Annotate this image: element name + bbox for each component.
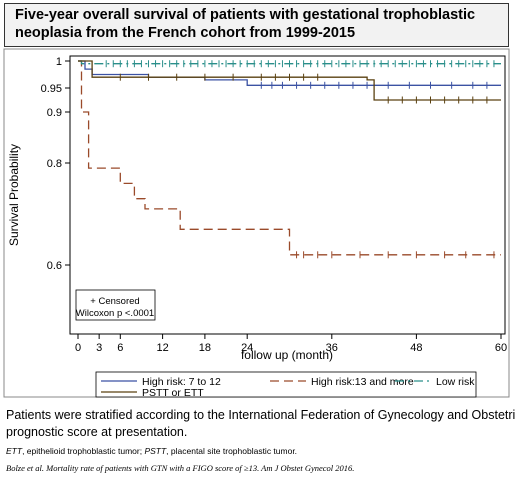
- y-tick-label: 0.9: [47, 107, 62, 119]
- legend-item: PSTT or ETT: [101, 387, 204, 399]
- legend-items: High risk: 7 to 12 High risk:13 and more L…: [101, 376, 475, 399]
- title-box: Five-year overall survival of patients w…: [4, 3, 509, 47]
- caption-line-2: prognostic score at presentation.: [6, 425, 188, 439]
- legend-label: PSTT or ETT: [142, 387, 204, 399]
- legend-item: High risk: 7 to 12: [101, 376, 221, 388]
- reference-line: Bolze et al. Mortality rate of patients …: [6, 463, 355, 473]
- plot-area: [69, 55, 506, 335]
- abbrev-ett-definition: , epithelioid trophoblastic tumor;: [22, 446, 145, 456]
- inset-wilcoxon-label: Wilcoxon p <.0001: [76, 308, 154, 319]
- series-group: [78, 60, 501, 259]
- x-tick-label: 48: [410, 342, 422, 354]
- x-axis: 0 3 6 12 18 24 36 48 60: [75, 334, 507, 354]
- legend-label: High risk:13 and more: [311, 376, 414, 388]
- chart-title-line-1: Five-year overall survival of patients w…: [15, 7, 476, 23]
- x-tick-label: 36: [326, 342, 338, 354]
- legend-label: Low risk: [436, 376, 475, 388]
- legend-item: Low risk: [395, 376, 475, 388]
- legend-frame: [95, 371, 477, 398]
- abbrev-ett: ETT: [6, 446, 23, 456]
- y-axis: 0.6 0.8 0.9 0.95 1: [41, 56, 70, 272]
- y-tick-label: 1: [56, 56, 62, 68]
- series-group: [78, 60, 501, 104]
- inset-box: + Censored Wilcoxon p <.0001: [75, 289, 156, 321]
- x-tick-label: 24: [241, 342, 253, 354]
- inset-censored-label: + Censored: [90, 296, 139, 307]
- y-tick-label: 0.8: [47, 158, 62, 170]
- abbrev-pstt: PSTT: [144, 446, 167, 456]
- caption-line-1: Patients were stratified according to th…: [6, 408, 515, 422]
- series-layer: [78, 60, 501, 259]
- abbreviations: ETT, epithelioid trophoblastic tumor; PS…: [6, 446, 297, 456]
- legend-label: High risk: 7 to 12: [142, 376, 221, 388]
- inset-frame: [75, 289, 156, 321]
- x-tick-label: 60: [495, 342, 507, 354]
- chart-title-line-2: neoplasia from the French cohort from 19…: [15, 25, 356, 41]
- legend-item: High risk:13 and more: [270, 376, 414, 388]
- y-tick-label: 0.6: [47, 260, 62, 272]
- x-tick-label: 6: [117, 342, 123, 354]
- survival-chart: 0.60.80.90.951 0 3 6 12 18 24 36 48 60 Survival …: [3, 48, 510, 399]
- x-axis-label: follow up (month): [241, 348, 333, 362]
- x-tick-label: 12: [156, 342, 168, 354]
- y-axis-label: Survival Probability: [7, 144, 21, 246]
- survival-curve-line: [78, 60, 501, 101]
- x-tick-label: 0: [75, 342, 81, 354]
- x-tick-label: 18: [199, 342, 211, 354]
- series-group: [78, 60, 501, 68]
- survival-curve-line: [78, 60, 501, 256]
- x-tick-label: 3: [96, 342, 102, 354]
- abbrev-pstt-definition: , placental site trophoblastic tumor.: [166, 446, 298, 456]
- y-tick-label: 0.95: [41, 83, 62, 95]
- legend: High risk: 7 to 12 High risk:13 and more L…: [95, 371, 477, 399]
